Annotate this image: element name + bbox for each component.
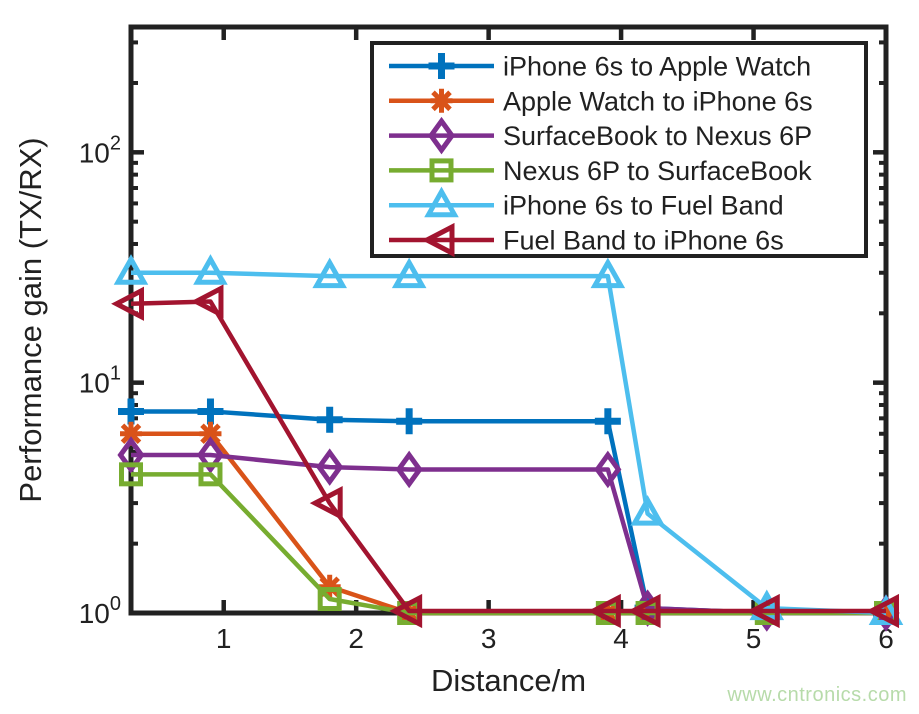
legend-item-iphone-6s-to-apple-watch: iPhone 6s to Apple Watch (389, 52, 811, 82)
plus-marker (118, 398, 144, 425)
y-tick-labels: 100 101 102 (79, 132, 121, 629)
series-apple-watch-to-iphone-6s (120, 421, 897, 625)
triangle-left-marker (587, 593, 621, 629)
triangle-left-marker (866, 593, 899, 629)
triangle-left-marker (746, 593, 780, 629)
triangle-up-marker (113, 254, 149, 285)
x-tick-label: 1 (216, 623, 232, 654)
triangle-left-marker (111, 286, 144, 321)
y-tick-label: 102 (79, 132, 121, 168)
x-tick-label: 2 (348, 623, 364, 654)
legend-label: Fuel Band to iPhone 6s (503, 226, 784, 256)
plus-marker (316, 406, 343, 433)
plus-marker (396, 408, 423, 435)
series-iphone-6s-to-fuel-band (113, 254, 904, 625)
triangle-left-marker (421, 222, 455, 258)
x-tick-labels: 1 2 3 4 5 6 (216, 623, 894, 654)
diamond-marker (395, 450, 423, 489)
series-iphone-6s-to-apple-watch (118, 398, 899, 626)
diamond-marker (117, 436, 145, 474)
diamond-marker (316, 448, 344, 486)
y-tick-label: 100 (79, 593, 121, 629)
legend-item-apple-watch-to-iphone-6s: Apple Watch to iPhone 6s (389, 86, 813, 116)
series-fuel-band-to-iphone-6s (111, 284, 899, 629)
asterisk-marker (430, 88, 453, 113)
triangle-up-marker (424, 186, 459, 218)
square-marker (317, 587, 342, 612)
triangle-left-marker (389, 593, 423, 629)
legend: iPhone 6s to Apple Watch Apple Watch to i… (370, 41, 868, 258)
triangle-left-marker (309, 485, 343, 521)
x-tick-label: 4 (613, 623, 629, 654)
triangle-left-marker (627, 593, 661, 629)
y-tick-label: 101 (79, 363, 121, 399)
asterisk-marker (120, 421, 142, 446)
triangle-up-marker (630, 495, 665, 526)
diamond-marker (427, 116, 456, 155)
diamond-marker (594, 450, 622, 489)
x-tick-label: 6 (878, 623, 894, 654)
legend-label: Nexus 6P to SurfaceBook (503, 156, 812, 186)
asterisk-marker (199, 421, 222, 446)
plus-marker (197, 398, 224, 425)
triangle-up-marker (391, 257, 427, 289)
diamond-marker (196, 436, 225, 474)
square-marker (429, 158, 454, 183)
series-line (131, 270, 887, 616)
legend-item-iphone-6s-to-fuel-band: iPhone 6s to Fuel Band (389, 186, 784, 221)
watermark-text: www.cntronics.com (727, 684, 907, 706)
x-tick-label: 5 (746, 623, 762, 654)
legend-label: SurfaceBook to Nexus 6P (503, 121, 812, 151)
y-axis-label: Performance gain (TX/RX) (13, 137, 48, 502)
plus-marker (428, 53, 455, 79)
series-line (131, 472, 886, 616)
legend-box (370, 41, 868, 258)
x-axis-label: Distance/m (431, 663, 586, 698)
triangle-left-marker (190, 284, 224, 319)
legend-label: Apple Watch to iPhone 6s (503, 86, 813, 116)
plus-marker (594, 408, 621, 435)
triangle-up-marker (193, 254, 228, 285)
square-marker (119, 462, 143, 487)
legend-label: iPhone 6s to Fuel Band (503, 191, 784, 221)
triangle-up-marker (590, 257, 626, 289)
square-marker (198, 462, 223, 487)
legend-item-fuel-band-to-iphone-6s: Fuel Band to iPhone 6s (389, 222, 784, 258)
x-tick-label: 3 (481, 623, 497, 654)
legend-item-nexus-6p-to-surfacebook: Nexus 6P to SurfaceBook (389, 156, 812, 186)
legend-item-surfacebook-to-nexus-6p: SurfaceBook to Nexus 6P (389, 116, 812, 155)
legend-label: iPhone 6s to Apple Watch (503, 52, 811, 82)
triangle-up-marker (312, 257, 347, 289)
asterisk-marker (318, 574, 341, 599)
